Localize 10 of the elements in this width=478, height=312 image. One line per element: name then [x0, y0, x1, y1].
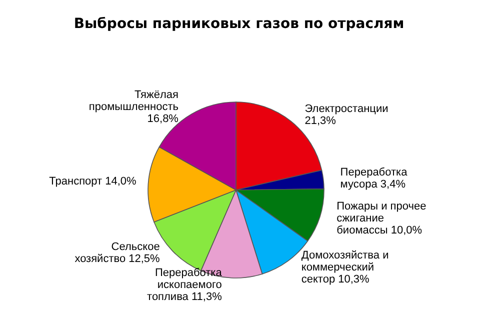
slice-label: Транспорт 14,0% [49, 176, 137, 188]
slice-label: Домохозяйства и коммерческий сектор 10,3% [301, 250, 389, 286]
slice-label: Сельское хозяйство 12,5% [74, 241, 160, 265]
slice-label: Тяжёлая промышленность [88, 89, 179, 114]
data-label: 21,3% [304, 114, 336, 127]
slice-label: Электростанции [304, 102, 388, 115]
data-label: 16,8% [147, 113, 179, 126]
slice-label: Пожары и прочее сжигание биомассы 10,0% [336, 200, 426, 237]
slice-label: Переработка мусора 3,4% [340, 166, 408, 191]
chart-title: Выбросы парниковых газов по отраслям [74, 16, 404, 32]
